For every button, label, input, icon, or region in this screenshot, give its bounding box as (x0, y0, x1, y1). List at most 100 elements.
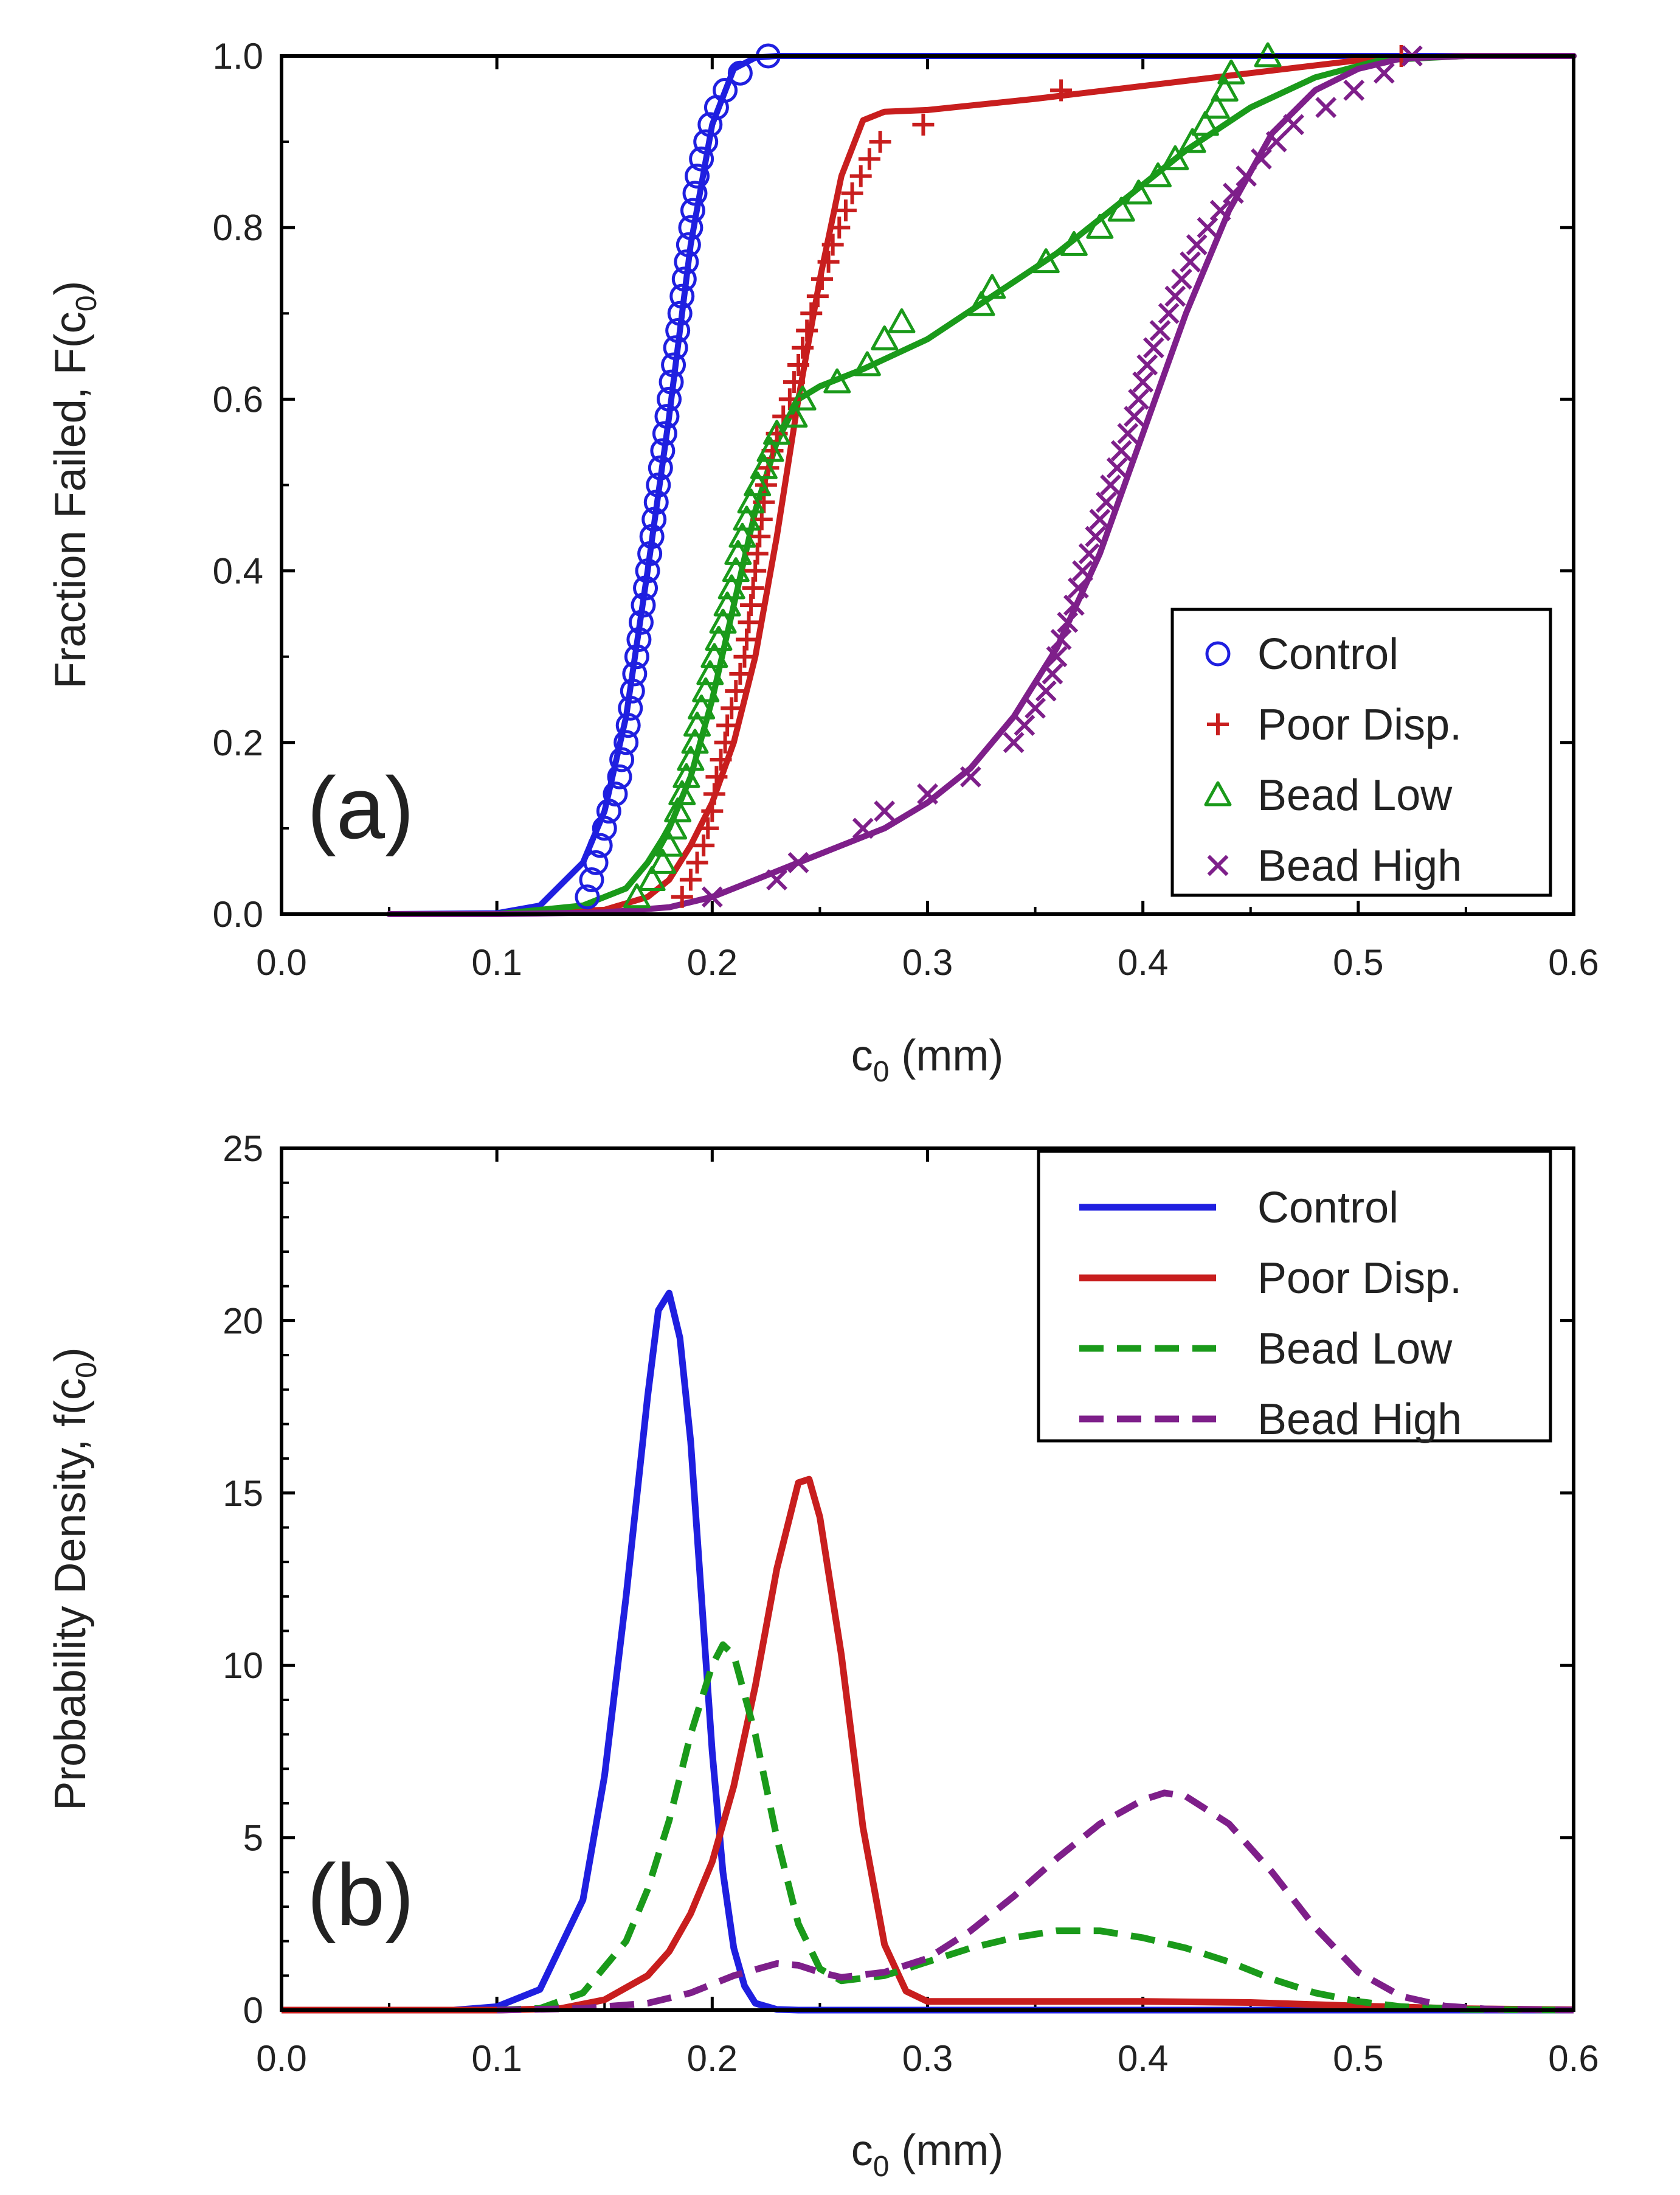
a-point-poor-disp (783, 371, 805, 394)
a-point-control (682, 181, 708, 206)
a-point-control (643, 490, 669, 515)
a-point-control (583, 850, 609, 875)
b-x-tick-label: 0.0 (256, 2038, 306, 2079)
a-point-control (620, 678, 645, 704)
a-point-bead-low (1217, 59, 1245, 85)
a-point-bead-high (1136, 354, 1158, 376)
a-legend-label-control: Control (1257, 630, 1398, 679)
a-point-poor-disp (792, 336, 814, 359)
b-line-control (282, 1289, 1574, 2014)
a-point-bead-high (1050, 629, 1072, 650)
a-point-control (680, 198, 705, 223)
a-point-bead-high (1042, 663, 1063, 685)
a-point-bead-high (852, 817, 874, 839)
a-point-bead-low (967, 291, 995, 316)
b-x-tick-label: 0.1 (471, 2038, 522, 2079)
a-point-poor-disp (841, 182, 863, 204)
b-legend-label-control: Control (1257, 1184, 1398, 1232)
a-point-bead-high (1251, 148, 1272, 170)
a-point-control (678, 215, 703, 240)
a-point-poor-disp (686, 851, 708, 874)
a-point-control (579, 867, 604, 893)
a-point-control (667, 300, 693, 326)
a-point-control (603, 781, 628, 806)
a-point-control (614, 730, 639, 755)
a-point-bead-high (1025, 697, 1046, 719)
b-y-tick-label: 0 (243, 1990, 263, 2031)
a-legend-marker-bead-low (1204, 781, 1232, 806)
a-point-bead-high (1170, 268, 1192, 290)
a-point-bead-low (722, 557, 750, 583)
a-point-bead-high (1180, 251, 1201, 273)
a-point-control (628, 609, 654, 635)
a-point-bead-high (1236, 165, 1257, 187)
a-point-control (639, 524, 665, 549)
a-point-control (663, 335, 688, 361)
b-x-tick-label: 0.6 (1548, 2038, 1599, 2079)
b-legend-box (1037, 1150, 1552, 1443)
a-point-bead-low (780, 403, 808, 428)
a-point-control (652, 421, 677, 446)
a-point-bead-high (1343, 80, 1365, 101)
a-point-control (635, 558, 660, 584)
b-legend: Control Poor Disp. Bead Low Bead High (1037, 1150, 1552, 1444)
a-plot-frame (280, 54, 1575, 916)
a-point-bead-high (1197, 217, 1219, 238)
a-y-tick-label: 0.8 (213, 207, 263, 248)
panel-b: 0.0 0.1 0.2 0.3 0.4 0.5 0.6 0 5 10 15 20 25 c0 (mm)… (46, 1128, 1599, 2183)
a-fit-line-control (386, 53, 1577, 917)
a-point-bead-low (713, 591, 741, 617)
b-x-tick-label: 0.3 (902, 2038, 953, 2079)
a-point-bead-high (1132, 371, 1154, 393)
a-point-bead-high (1067, 577, 1089, 599)
a-point-bead-low (688, 694, 716, 720)
a-point-bead-high (1164, 285, 1186, 307)
b-line-bead-low (496, 1641, 1574, 2014)
a-point-control (689, 146, 714, 172)
a-point-control (697, 112, 723, 137)
a-point-bead-low (763, 420, 791, 445)
b-line-bead-high (497, 1789, 1574, 2014)
a-point-control (609, 747, 635, 772)
a-point-bead-high (1373, 62, 1395, 84)
a-fit-line-bead-low (386, 53, 1577, 917)
a-point-bead-high (1057, 611, 1079, 633)
a-point-poor-disp (716, 714, 739, 737)
a-point-bead-high (1315, 97, 1337, 119)
b-y-tick-label: 5 (243, 1818, 263, 1859)
a-point-bead-low (717, 574, 745, 600)
a-y-tick-labels: 0.0 0.2 0.4 0.6 0.8 1.0 (213, 36, 263, 935)
a-point-bead-low (750, 454, 778, 479)
a-point-control (659, 369, 684, 395)
a-point-poor-disp (746, 543, 769, 565)
a-data-markers (575, 42, 1423, 910)
a-point-bead-high (1158, 302, 1180, 324)
b-panel-label: (b) (307, 1846, 414, 1944)
a-point-poor-disp (787, 353, 809, 376)
b-y-tick-label: 20 (223, 1300, 263, 1341)
a-point-poor-disp (796, 319, 818, 342)
a-point-poor-disp (800, 302, 823, 325)
a-point-bead-high (874, 800, 896, 822)
a-y-tick-label: 0.2 (213, 723, 263, 763)
a-point-poor-disp (671, 886, 693, 908)
a-point-poor-disp (912, 113, 935, 136)
a-point-bead-high (1063, 594, 1085, 616)
a-point-control (674, 249, 699, 275)
a-point-bead-low (681, 729, 709, 754)
b-x-tick-labels: 0.0 0.1 0.2 0.3 0.4 0.5 0.6 (256, 2038, 1599, 2079)
a-legend-label-bead-high: Bead High (1257, 842, 1462, 890)
a-point-bead-low (700, 643, 728, 668)
a-point-bead-high (1142, 337, 1164, 359)
a-point-control (592, 816, 617, 841)
a-legend-label-poor-disp: Poor Disp. (1257, 701, 1462, 749)
a-point-bead-low (677, 746, 705, 771)
a-point-bead-low (664, 797, 692, 823)
a-y-tick-label: 0.6 (213, 379, 263, 420)
a-x-tick-label: 0.2 (687, 942, 738, 983)
a-point-bead-high (1128, 388, 1150, 410)
a-point-bead-high (1100, 474, 1121, 496)
a-point-bead-high (1124, 406, 1145, 428)
a-point-bead-low (823, 368, 851, 394)
b-x-tick-label: 0.5 (1333, 2038, 1383, 2079)
